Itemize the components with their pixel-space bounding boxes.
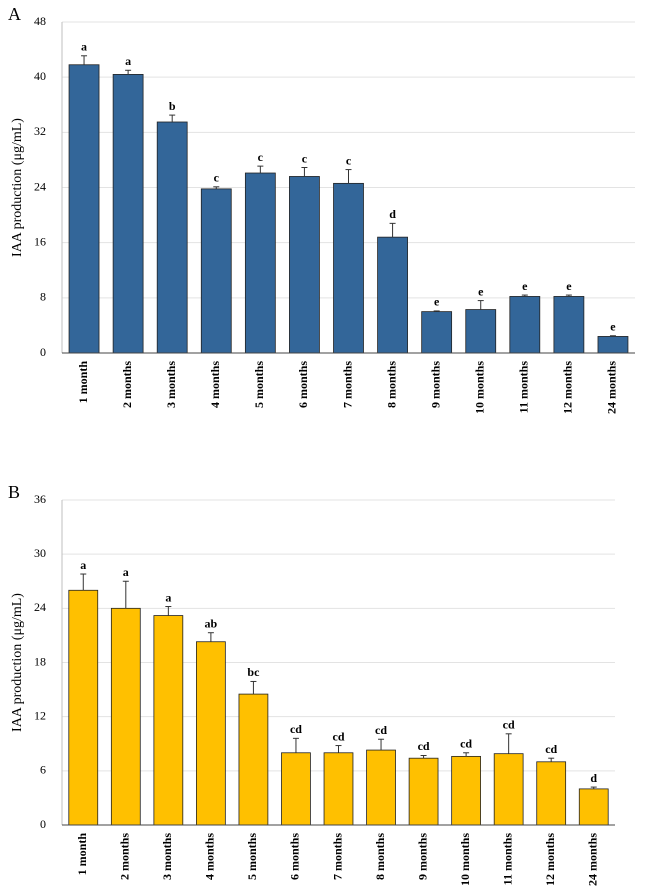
significance-letter: cd: [503, 718, 515, 732]
significance-letter: e: [434, 295, 440, 309]
x-tick-label: 5 months: [252, 361, 266, 408]
x-tick-label: 3 months: [160, 833, 174, 880]
x-tick-label: 2 months: [120, 361, 134, 408]
significance-letter: c: [302, 151, 308, 165]
x-tick-label: 12 months: [561, 361, 575, 414]
bar: [110, 607, 141, 826]
bar: [377, 236, 408, 354]
bar: [421, 311, 453, 354]
x-tick-label: 8 months: [373, 833, 387, 880]
bar: [196, 641, 226, 826]
bar: [553, 296, 585, 354]
x-tick-label: 3 months: [164, 361, 178, 408]
x-tick-label: 6 months: [288, 833, 302, 880]
x-tick-label: 12 months: [543, 833, 557, 886]
significance-letter: cd: [418, 739, 430, 753]
y-tick-label: 40: [34, 69, 46, 83]
bar: [156, 121, 188, 354]
y-axis-label: IAA production (μg/mL): [10, 593, 25, 732]
x-tick-label: 9 months: [415, 833, 429, 880]
x-tick-label: 9 months: [428, 361, 442, 408]
significance-letter: ab: [205, 616, 218, 630]
significance-letter: e: [522, 279, 528, 293]
bar: [366, 749, 396, 826]
y-tick-label: 48: [34, 14, 46, 28]
bar: [465, 309, 497, 354]
x-tick-label: 4 months: [203, 833, 217, 880]
bar: [281, 752, 311, 826]
bar: [323, 752, 354, 826]
bar: [493, 753, 524, 826]
bar: [68, 589, 99, 826]
x-tick-label: 1 month: [75, 833, 89, 876]
x-tick-label: 7 months: [330, 833, 344, 880]
y-tick-label: 18: [34, 654, 46, 668]
x-tick-label: 4 months: [208, 361, 222, 408]
bar: [289, 176, 320, 354]
bar: [408, 757, 439, 826]
bar: [509, 296, 541, 354]
significance-letter: e: [610, 320, 616, 334]
x-tick-label: 7 months: [340, 361, 354, 408]
panel-label: A: [8, 4, 21, 24]
y-tick-label: 12: [34, 708, 46, 722]
bar: [244, 172, 276, 354]
bar: [238, 693, 269, 826]
significance-letter: d: [389, 207, 396, 221]
significance-letter: bc: [247, 665, 260, 679]
bar: [200, 188, 232, 354]
y-tick-label: 24: [34, 600, 46, 614]
x-tick-label: 10 months: [458, 833, 472, 886]
significance-letter: cd: [545, 742, 557, 756]
significance-letter: a: [80, 558, 86, 572]
x-tick-label: 11 months: [500, 833, 514, 886]
x-tick-label: 5 months: [245, 833, 259, 880]
y-tick-label: 30: [34, 546, 46, 560]
bar: [112, 74, 144, 354]
y-tick-label: 8: [40, 290, 46, 304]
bar: [536, 761, 567, 826]
significance-letter: e: [478, 284, 484, 298]
y-tick-label: 0: [40, 345, 46, 359]
significance-letter: cd: [375, 723, 387, 737]
y-tick-label: 0: [40, 817, 46, 831]
x-tick-label: 8 months: [384, 361, 398, 408]
x-tick-label: 2 months: [118, 833, 132, 880]
significance-letter: cd: [333, 729, 345, 743]
panel-label: B: [8, 482, 20, 502]
x-tick-label: 24 months: [605, 361, 619, 414]
significance-letter: a: [123, 565, 129, 579]
bar: [451, 755, 481, 826]
significance-letter: cd: [460, 737, 472, 751]
significance-letter: a: [125, 54, 131, 68]
significance-letter: a: [165, 590, 171, 604]
x-tick-label: 24 months: [585, 833, 599, 886]
y-tick-label: 36: [34, 492, 46, 506]
bar: [333, 182, 364, 354]
x-tick-label: 1 month: [76, 361, 90, 404]
x-tick-label: 6 months: [296, 361, 310, 408]
y-tick-label: 24: [34, 179, 46, 193]
bar: [153, 615, 184, 826]
significance-letter: c: [346, 153, 352, 167]
significance-letter: a: [81, 40, 87, 54]
significance-letter: b: [169, 99, 176, 113]
significance-letter: cd: [290, 722, 302, 736]
x-tick-label: 10 months: [472, 361, 486, 414]
bar: [578, 788, 609, 826]
x-tick-label: 11 months: [517, 361, 531, 414]
y-tick-label: 6: [40, 763, 46, 777]
significance-letter: e: [566, 279, 572, 293]
bar: [68, 64, 100, 354]
significance-letter: c: [214, 171, 220, 185]
y-tick-label: 16: [34, 234, 46, 248]
y-tick-label: 32: [34, 124, 46, 138]
significance-letter: d: [590, 771, 597, 785]
bar: [597, 336, 629, 354]
y-axis-label: IAA production (μg/mL): [10, 118, 25, 257]
significance-letter: c: [258, 150, 264, 164]
